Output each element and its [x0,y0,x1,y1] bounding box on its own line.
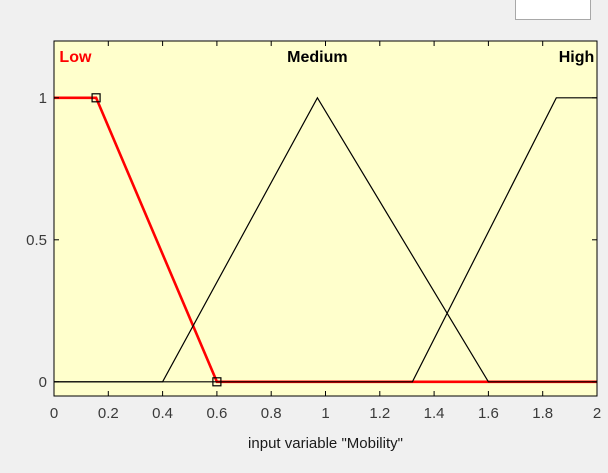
x-tick-label: 1.2 [369,405,390,422]
x-tick-label: 0 [50,405,58,422]
range-field[interactable] [515,0,591,20]
plot-background [54,41,597,396]
x-tick-label: 1.4 [424,405,445,422]
x-tick-label: 1.6 [478,405,499,422]
mf-label-medium[interactable]: Medium [287,49,347,66]
y-tick-label: 0 [39,374,47,391]
x-tick-label: 2 [593,405,601,422]
x-tick-label: 0.8 [261,405,282,422]
x-tick-label: 0.6 [206,405,227,422]
x-tick-label: 1.8 [532,405,553,422]
x-axis-label: input variable "Mobility" [248,435,403,452]
series-line-high[interactable] [54,97,597,383]
x-tick-label: 1 [321,405,329,422]
mf-label-low[interactable]: Low [59,49,92,66]
x-tick-label: 0.2 [98,405,119,422]
mf-handle-low[interactable] [91,93,101,103]
y-tick-label: 1 [39,90,47,107]
y-tick-label: 0.5 [26,232,47,249]
x-tick-label: 0.4 [152,405,173,422]
mf-label-high[interactable]: High [559,49,595,66]
